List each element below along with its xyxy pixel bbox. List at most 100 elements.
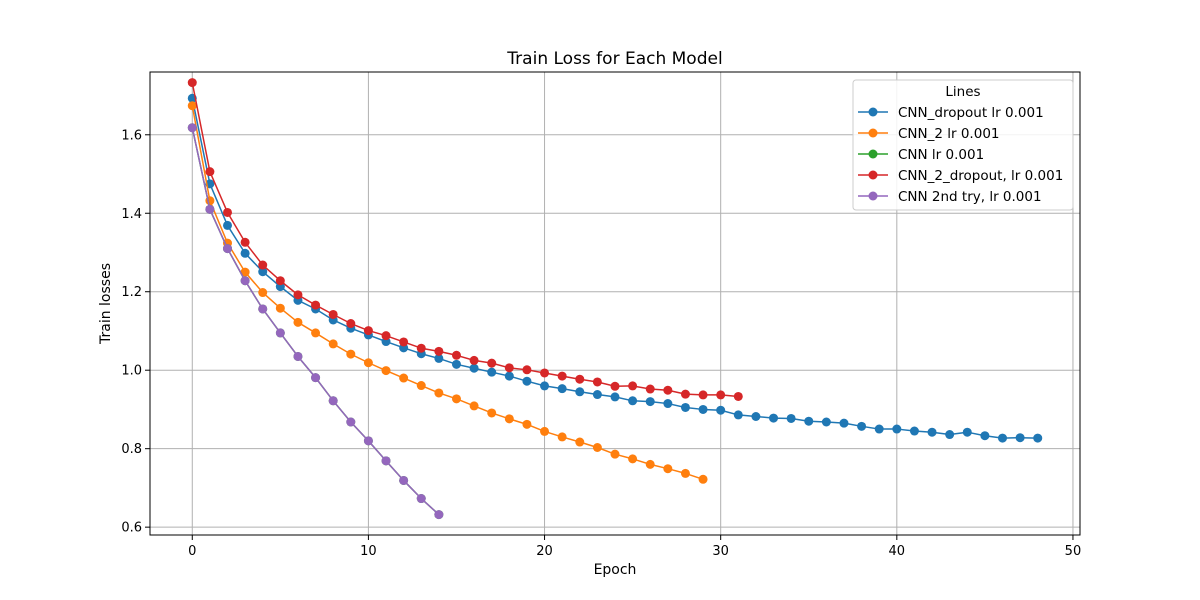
data-point: [945, 430, 955, 440]
data-point: [698, 404, 708, 414]
data-point: [434, 388, 444, 398]
data-point: [962, 427, 972, 437]
data-point: [540, 426, 550, 436]
data-point: [363, 436, 373, 446]
y-tick-label: 1.2: [121, 285, 142, 300]
data-point: [258, 304, 268, 314]
data-point: [628, 454, 638, 464]
data-point: [223, 207, 232, 217]
data-point: [1015, 433, 1025, 443]
data-point: [187, 101, 197, 111]
data-point: [892, 424, 902, 434]
data-point: [258, 260, 268, 270]
x-axis-label: Epoch: [594, 562, 637, 578]
data-point: [663, 464, 673, 474]
data-point: [504, 363, 514, 373]
data-point: [540, 368, 550, 378]
legend-entry: CNN_2 lr 0.001: [858, 126, 1000, 142]
data-point: [240, 248, 250, 258]
data-point: [275, 276, 285, 286]
data-point: [258, 267, 268, 277]
legend-entry: CNN lr 0.001: [858, 147, 984, 163]
data-point: [469, 401, 479, 411]
data-point: [205, 204, 215, 214]
data-point: [381, 366, 391, 376]
legend: Lines CNN_dropout lr 0.001 CNN_2 lr 0.001…: [852, 79, 1074, 211]
y-tick-label: 0.6: [121, 521, 142, 536]
data-point: [328, 396, 338, 406]
data-point: [592, 390, 602, 400]
data-point: [540, 381, 550, 391]
data-point: [698, 390, 708, 400]
y-tick-label: 1.0: [121, 364, 142, 379]
legend-marker: [868, 149, 878, 159]
data-point: [434, 346, 444, 356]
data-point: [575, 387, 585, 397]
data-point: [328, 339, 338, 349]
data-point: [451, 350, 461, 360]
data-point: [575, 437, 585, 447]
data-point: [522, 365, 532, 375]
data-point: [240, 237, 250, 247]
legend-marker: [868, 128, 878, 138]
data-point: [187, 123, 197, 133]
data-point: [1033, 433, 1043, 443]
data-point: [311, 328, 321, 338]
y-tick-label: 1.4: [121, 207, 142, 222]
data-point: [293, 351, 303, 361]
data-point: [469, 355, 479, 365]
data-point: [275, 328, 285, 338]
data-point: [346, 417, 356, 427]
data-point: [328, 309, 338, 319]
legend-label: CNN_2_dropout, lr 0.001: [898, 168, 1063, 184]
data-point: [857, 421, 867, 431]
data-point: [680, 389, 690, 399]
data-point: [680, 468, 690, 478]
data-point: [363, 326, 373, 336]
data-point: [416, 343, 426, 353]
data-point: [821, 417, 831, 427]
grid: [150, 72, 1080, 535]
legend-entries: CNN_dropout lr 0.001 CNN_2 lr 0.001 CNN lr…: [858, 105, 1063, 205]
data-point: [980, 431, 990, 441]
chart-title: Train Loss for Each Model: [506, 49, 722, 69]
data-point: [240, 267, 250, 277]
data-point: [628, 381, 638, 391]
legend-title: Lines: [945, 84, 980, 100]
data-point: [187, 78, 197, 88]
x-tick-label: 40: [889, 544, 906, 559]
data-point: [733, 391, 743, 401]
data-point: [381, 456, 391, 466]
legend-entry: CNN_dropout lr 0.001: [858, 105, 1044, 121]
data-point: [716, 405, 726, 415]
data-point: [733, 410, 743, 420]
legend-marker: [868, 191, 878, 201]
data-point: [399, 373, 409, 383]
data-point: [610, 449, 620, 459]
data-point: [469, 363, 479, 373]
legend-label: CNN 2nd try, lr 0.001: [898, 189, 1042, 205]
data-point: [522, 376, 532, 386]
data-point: [416, 494, 426, 504]
data-point: [998, 433, 1007, 443]
axis-ticks: 0 10 20 30 40 50 0.6 0.8 1.0 1.2 1.4 1.6: [121, 128, 1081, 559]
data-point: [557, 432, 567, 442]
data-point: [751, 412, 761, 422]
axes-frame: [149, 71, 1081, 536]
data-point: [874, 424, 884, 434]
series-4: [187, 123, 444, 520]
data-point: [487, 367, 497, 377]
data-point: [223, 244, 232, 254]
data-point: [804, 416, 814, 426]
data-point: [610, 392, 620, 402]
data-point: [223, 220, 232, 230]
data-point: [504, 414, 514, 424]
data-point: [205, 167, 215, 177]
y-tick-label: 0.8: [121, 442, 142, 457]
y-axis-label: Train losses: [98, 263, 114, 345]
legend-entry: CNN 2nd try, lr 0.001: [858, 189, 1042, 205]
data-point: [592, 377, 602, 387]
data-point: [399, 475, 409, 485]
x-tick-label: 30: [712, 544, 729, 559]
